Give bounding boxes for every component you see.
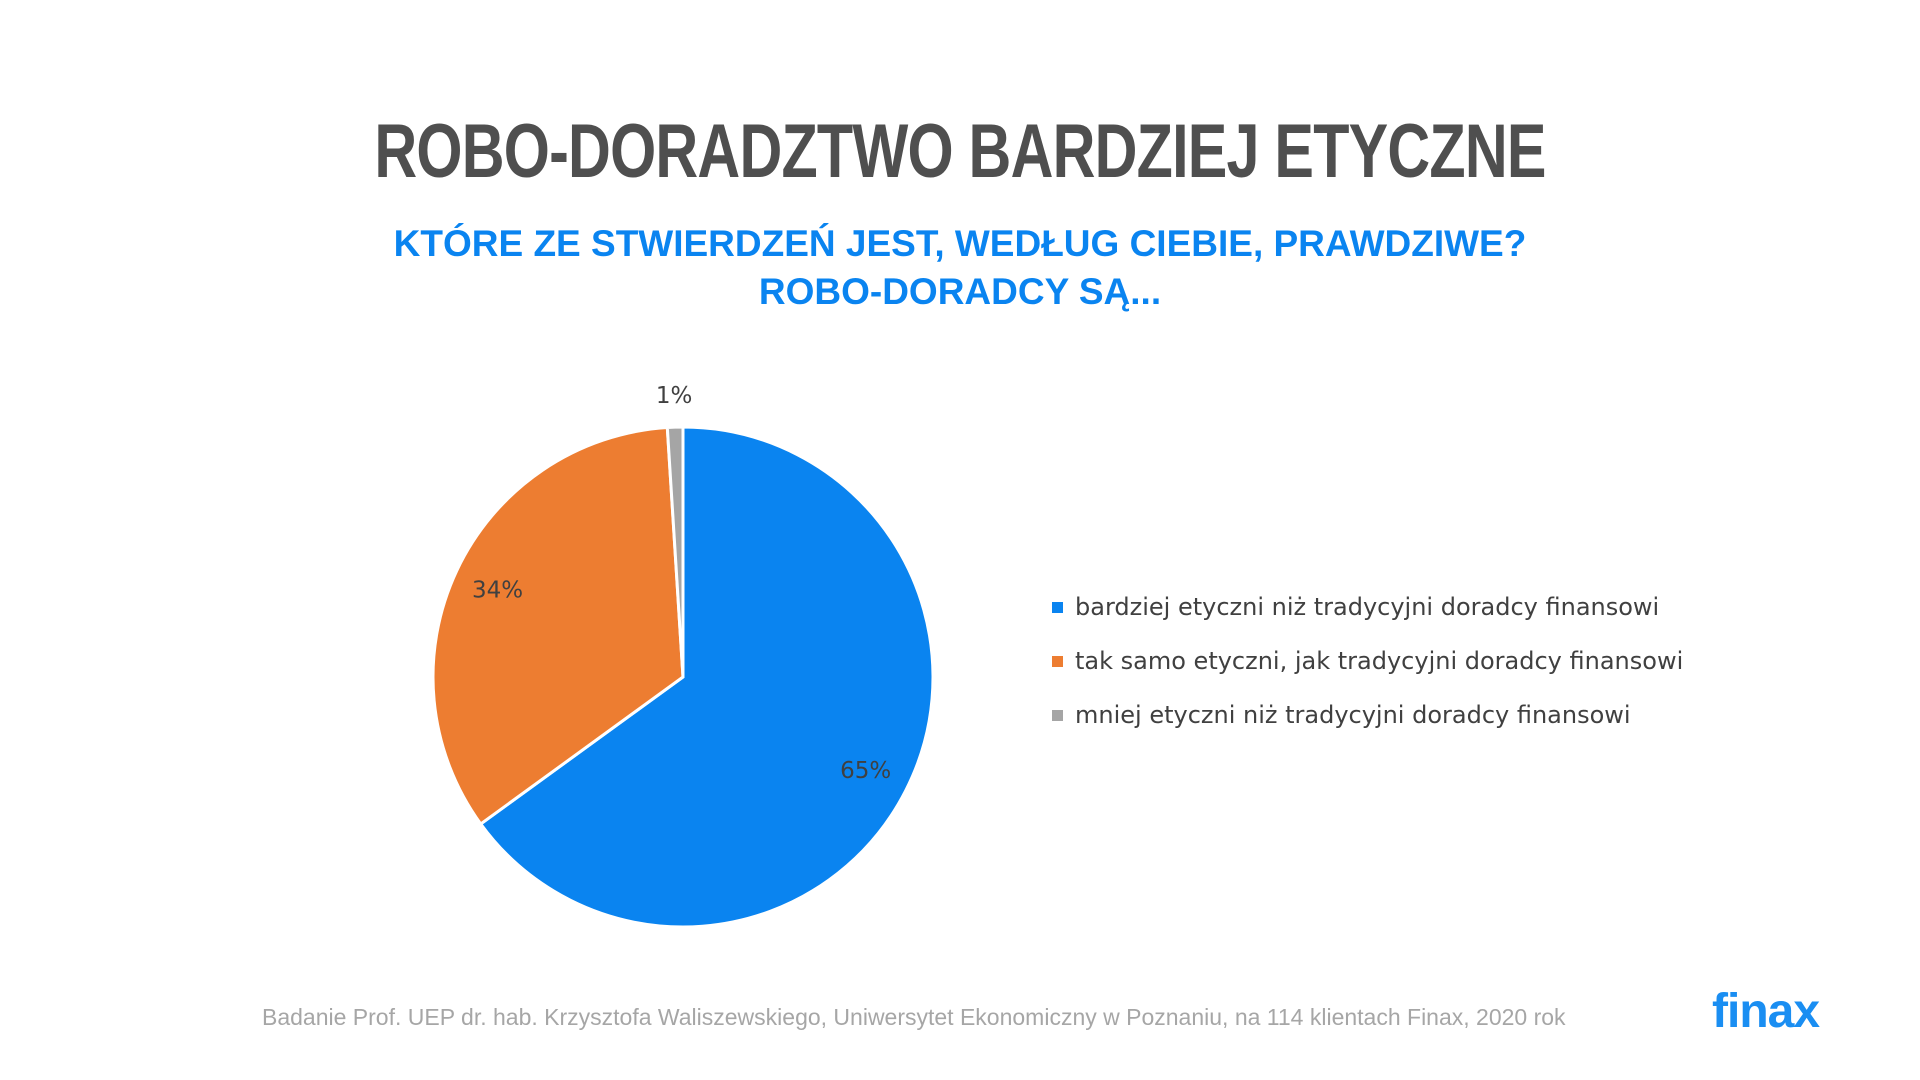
chart-question-continued: ROBO-DORADCY SĄ... (758, 271, 1162, 312)
chart-legend: bardziej etyczni niż tradycyjni doradcy … (1052, 590, 1683, 752)
legend-item: tak samo etyczni, jak tradycyjni doradcy… (1052, 644, 1683, 678)
finax-logo: finax (1712, 985, 1820, 1038)
pie-data-label: 1% (656, 383, 693, 409)
page-title: ROBO-DORADZTWO BARDZIEJ ETYCZNE (374, 109, 1546, 194)
legend-label: bardziej etyczni niż tradycyjni doradcy … (1075, 593, 1660, 621)
legend-swatch-icon (1052, 601, 1063, 613)
pie-slice-more-ethical (478, 425, 935, 929)
pie-data-label: 65% (840, 758, 891, 784)
chart-question: KTÓRE ZE STWIERDZEŃ JEST, WEDŁUG CIEBIE,… (393, 223, 1527, 264)
legend-item: mniej etyczni niż tradycyjni doradcy fin… (1052, 698, 1683, 732)
pie-slice-less-ethical (665, 425, 685, 678)
legend-label: tak samo etyczni, jak tradycyjni doradcy… (1075, 647, 1684, 675)
legend-swatch-icon (1052, 709, 1063, 721)
legend-item: bardziej etyczni niż tradycyjni doradcy … (1052, 590, 1683, 624)
pie-slice-equally-ethical (431, 425, 685, 827)
legend-swatch-icon (1052, 655, 1063, 667)
pie-data-label: 34% (472, 578, 523, 604)
source-note: Badanie Prof. UEP dr. hab. Krzysztofa Wa… (262, 1004, 1566, 1030)
legend-label: mniej etyczni niż tradycyjni doradcy fin… (1075, 701, 1631, 729)
